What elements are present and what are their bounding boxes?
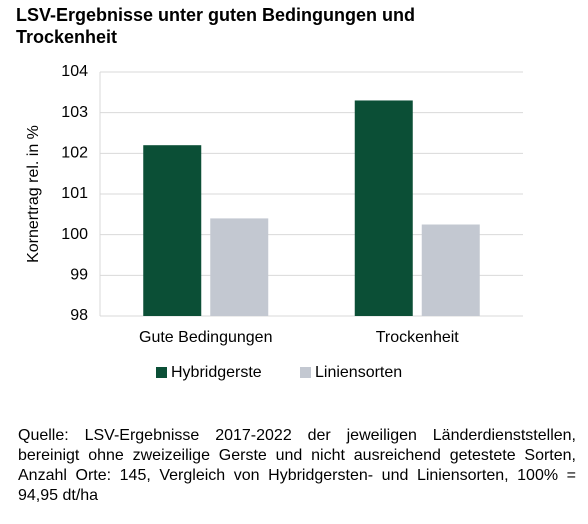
legend-label: Liniensorten: [315, 364, 402, 381]
y-tick-label: 103: [61, 104, 88, 121]
y-axis-label: Kornertrag rel. in %: [25, 125, 42, 263]
source-note: Quelle: LSV-Ergebnisse 2017-2022 der jew…: [18, 427, 576, 504]
y-tick-label: 100: [61, 226, 88, 243]
y-tick-label: 101: [61, 185, 88, 202]
legend-swatch: [156, 367, 167, 378]
legend-label: Hybridgerste: [171, 364, 262, 381]
y-tick-label: 98: [70, 307, 88, 324]
bar: [143, 145, 202, 316]
legend-swatch: [300, 367, 311, 378]
bar: [354, 100, 413, 316]
bar: [421, 224, 480, 316]
y-tick-label: 99: [70, 267, 88, 284]
y-tick-label: 104: [61, 63, 88, 80]
chart-title: LSV-Ergebnisse unter guten Bedingungen u…: [16, 5, 416, 47]
x-tick-label: Gute Bedingungen: [139, 329, 272, 346]
y-tick-label: 102: [61, 145, 88, 162]
x-tick-label: Trockenheit: [376, 329, 460, 346]
bar: [210, 218, 269, 316]
